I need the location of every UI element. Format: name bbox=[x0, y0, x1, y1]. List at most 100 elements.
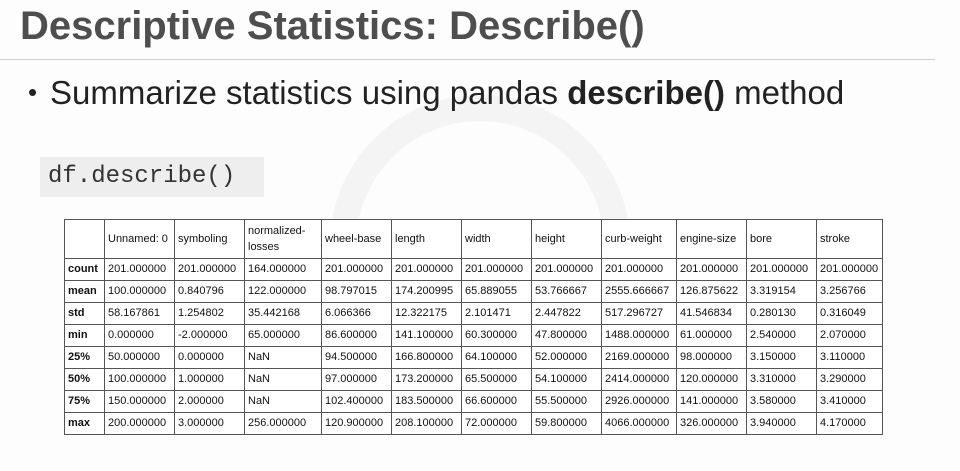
table-cell: 208.100000 bbox=[391, 412, 462, 435]
table-cell: 201.000000 bbox=[746, 258, 817, 281]
table-cell: 41.546834 bbox=[676, 302, 747, 325]
slide-title: Descriptive Statistics: Describe() bbox=[20, 4, 645, 48]
table-cell: 3.110000 bbox=[816, 346, 883, 369]
column-header: wheel-base bbox=[321, 219, 392, 259]
table-cell: 201.000000 bbox=[676, 258, 747, 281]
table-cell: NaN bbox=[244, 346, 322, 369]
bullet-dot: • bbox=[28, 77, 38, 107]
table-cell: 65.889055 bbox=[461, 280, 532, 303]
table-cell: 98.797015 bbox=[321, 280, 392, 303]
table-cell: 100.000000 bbox=[104, 368, 175, 391]
table-cell: 64.100000 bbox=[461, 346, 532, 369]
table-cell: -2.000000 bbox=[174, 324, 245, 347]
table-cell: 3.000000 bbox=[174, 412, 245, 435]
bullet-text: Summarize statistics using pandas descri… bbox=[50, 74, 870, 111]
row-label: std bbox=[64, 302, 105, 325]
table-cell: 1.000000 bbox=[174, 368, 245, 391]
table-cell: 517.296727 bbox=[601, 302, 677, 325]
table-cell: 3.290000 bbox=[816, 368, 883, 391]
table-cell: 60.300000 bbox=[461, 324, 532, 347]
table-row: count 201.000000 201.000000 164.000000 201.0… bbox=[64, 258, 883, 281]
table-row: mean 100.000000 0.840796 122.000000 98.79701… bbox=[64, 280, 883, 303]
column-header: length bbox=[391, 219, 462, 259]
table-row: 25% 50.000000 0.000000 NaN 94.500000 166.8000… bbox=[64, 346, 883, 369]
table-cell: 98.000000 bbox=[676, 346, 747, 369]
table-cell: 4066.000000 bbox=[601, 412, 677, 435]
table-cell: 6.066366 bbox=[321, 302, 392, 325]
table-cell: 54.100000 bbox=[531, 368, 602, 391]
table-cell: 58.167861 bbox=[104, 302, 175, 325]
code-text: df.describe() bbox=[48, 163, 236, 190]
table-cell: 35.442168 bbox=[244, 302, 322, 325]
table-cell: NaN bbox=[244, 390, 322, 413]
column-header: Unnamed: 0 bbox=[104, 219, 175, 259]
table-cell: 201.000000 bbox=[461, 258, 532, 281]
table-cell: 4.170000 bbox=[816, 412, 883, 435]
table-cell: 3.310000 bbox=[746, 368, 817, 391]
table-cell: 2.000000 bbox=[174, 390, 245, 413]
table-cell: 0.280130 bbox=[746, 302, 817, 325]
table-cell: 100.000000 bbox=[104, 280, 175, 303]
table-cell: 65.500000 bbox=[461, 368, 532, 391]
table-cell: 2.447822 bbox=[531, 302, 602, 325]
column-header: normalized-losses bbox=[244, 219, 322, 259]
table-cell: 201.000000 bbox=[391, 258, 462, 281]
table-cell: 201.000000 bbox=[321, 258, 392, 281]
title-divider bbox=[0, 59, 935, 60]
table-cell: 97.000000 bbox=[321, 368, 392, 391]
table-cell: 3.150000 bbox=[746, 346, 817, 369]
table-cell: 66.600000 bbox=[461, 390, 532, 413]
table-cell: NaN bbox=[244, 368, 322, 391]
column-header: height bbox=[531, 219, 602, 259]
table-cell: 200.000000 bbox=[104, 412, 175, 435]
table-cell: 50.000000 bbox=[104, 346, 175, 369]
table-cell: 72.000000 bbox=[461, 412, 532, 435]
column-header: symboling bbox=[174, 219, 245, 259]
table-header-row: Unnamed: 0 symboling normalized-losses w… bbox=[64, 219, 883, 259]
table-cell: 53.766667 bbox=[531, 280, 602, 303]
row-label: 25% bbox=[64, 346, 105, 369]
table-row: 75% 150.000000 2.000000 NaN 102.400000 183.50… bbox=[64, 390, 883, 413]
table-cell: 86.600000 bbox=[321, 324, 392, 347]
table-cell: 126.875622 bbox=[676, 280, 747, 303]
table-cell: 201.000000 bbox=[531, 258, 602, 281]
table-cell: 12.322175 bbox=[391, 302, 462, 325]
column-header-index bbox=[64, 219, 105, 259]
table-cell: 2555.666667 bbox=[601, 280, 677, 303]
row-label: mean bbox=[64, 280, 105, 303]
table-cell: 1.254802 bbox=[174, 302, 245, 325]
table-cell: 47.800000 bbox=[531, 324, 602, 347]
column-header: bore bbox=[746, 219, 817, 259]
table-cell: 2.070000 bbox=[816, 324, 883, 347]
table-cell: 52.000000 bbox=[531, 346, 602, 369]
table-row: std 58.167861 1.254802 35.442168 6.066366 12.… bbox=[64, 302, 883, 325]
table-cell: 3.580000 bbox=[746, 390, 817, 413]
row-label: 75% bbox=[64, 390, 105, 413]
table-body: count 201.000000 201.000000 164.000000 201.0… bbox=[64, 258, 883, 435]
bullet-text-bold: describe() bbox=[567, 74, 725, 111]
table-cell: 0.316049 bbox=[816, 302, 883, 325]
describe-table-container: Unnamed: 0 symboling normalized-losses w… bbox=[64, 219, 883, 435]
code-snippet: df.describe() bbox=[40, 157, 264, 197]
table-cell: 2169.000000 bbox=[601, 346, 677, 369]
table-cell: 3.410000 bbox=[816, 390, 883, 413]
table-cell: 173.200000 bbox=[391, 368, 462, 391]
row-label: count bbox=[64, 258, 105, 281]
table-cell: 0.840796 bbox=[174, 280, 245, 303]
row-label: min bbox=[64, 324, 105, 347]
column-header: stroke bbox=[816, 219, 883, 259]
table-row: 50% 100.000000 1.000000 NaN 97.000000 173.200… bbox=[64, 368, 883, 391]
table-cell: 0.000000 bbox=[174, 346, 245, 369]
table-cell: 2.540000 bbox=[746, 324, 817, 347]
table-cell: 2414.000000 bbox=[601, 368, 677, 391]
table-cell: 166.800000 bbox=[391, 346, 462, 369]
table-cell: 201.000000 bbox=[601, 258, 677, 281]
table-cell: 174.200995 bbox=[391, 280, 462, 303]
table-cell: 141.000000 bbox=[676, 390, 747, 413]
bullet-text-suffix: method bbox=[724, 74, 845, 111]
table-cell: 94.500000 bbox=[321, 346, 392, 369]
bullet-text-prefix: Summarize statistics using pandas bbox=[50, 74, 568, 111]
column-header: width bbox=[461, 219, 532, 259]
table-cell: 0.000000 bbox=[104, 324, 175, 347]
